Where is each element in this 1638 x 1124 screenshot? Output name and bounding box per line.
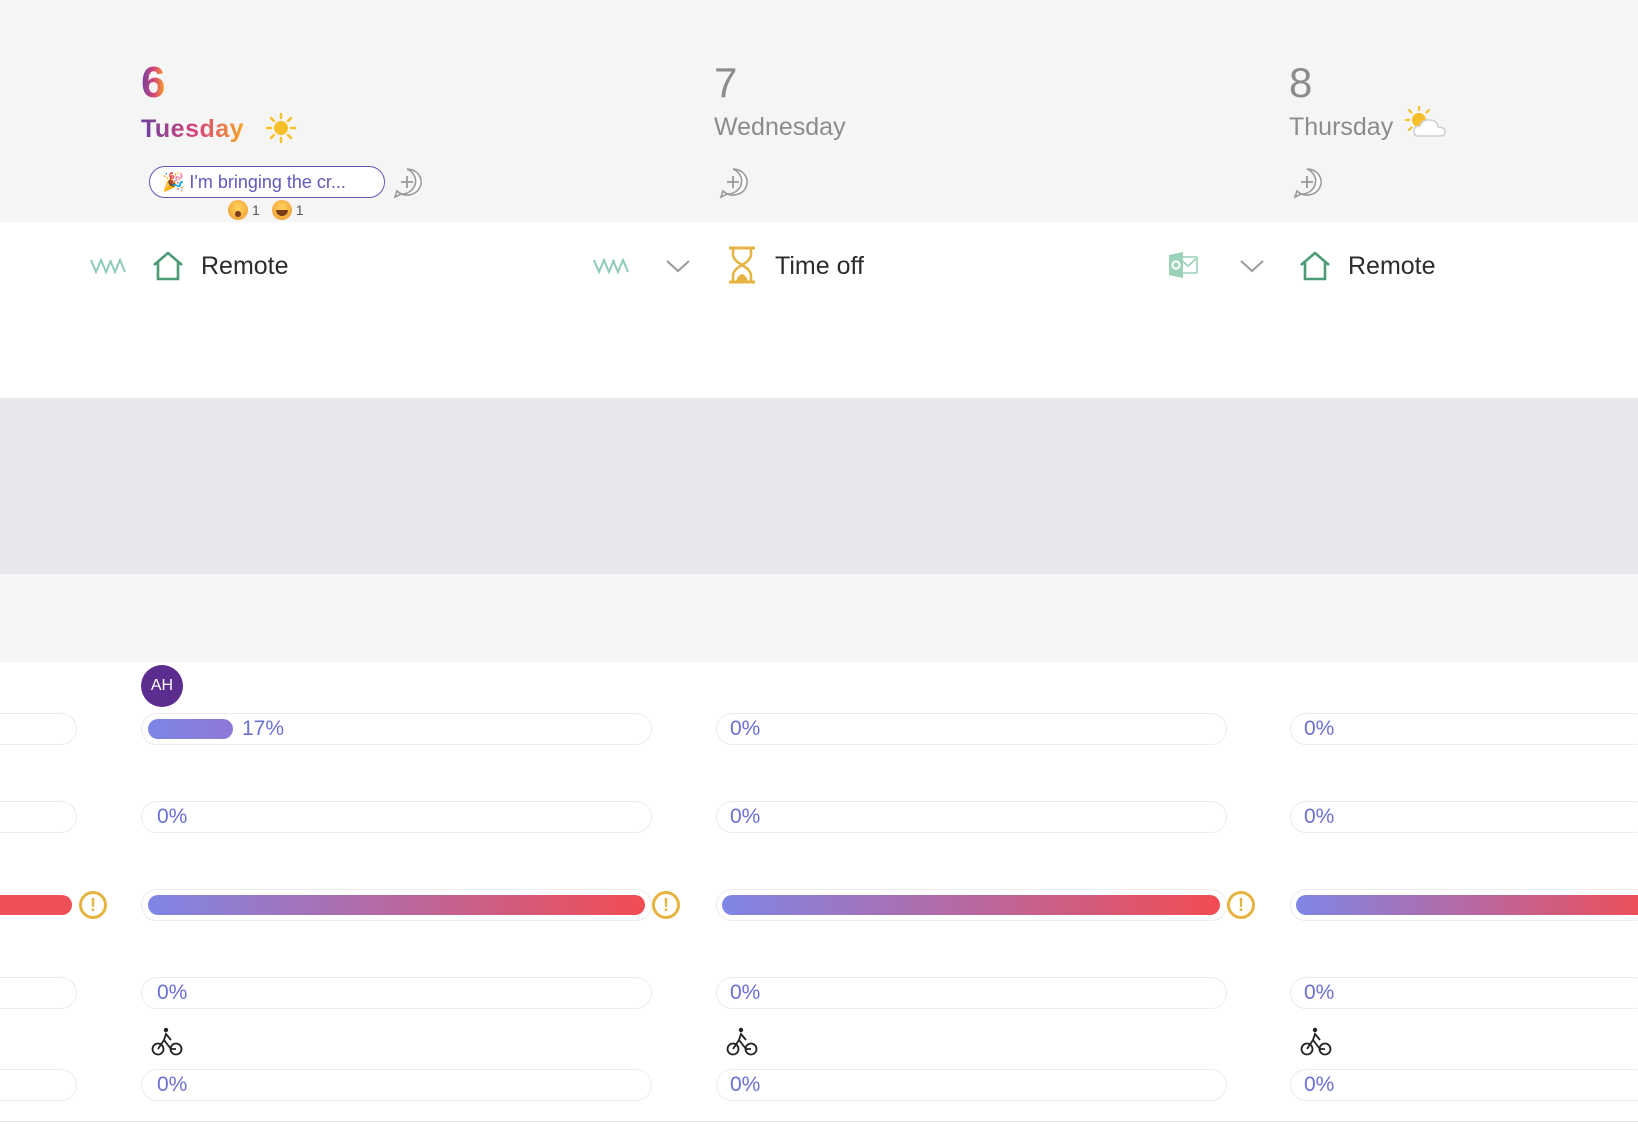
overload-bar — [1296, 895, 1638, 915]
progress-fill — [148, 719, 233, 739]
day-name-wednesday: Wednesday — [714, 113, 846, 141]
day-number-8: 8 — [1289, 59, 1313, 106]
status-band — [0, 222, 1638, 398]
progress-percent: 0% — [157, 1073, 188, 1096]
progress-track — [1290, 713, 1638, 745]
progress-track — [0, 801, 77, 833]
day-number-6: 6 — [141, 58, 166, 107]
warning-icon[interactable]: ! — [1227, 891, 1255, 919]
avatar[interactable]: AH — [141, 665, 183, 707]
warning-icon[interactable]: ! — [79, 891, 107, 919]
progress-percent: 0% — [730, 981, 761, 1004]
progress-percent: 0% — [1304, 717, 1335, 740]
progress-track — [716, 713, 1227, 745]
wave-icon[interactable] — [90, 258, 128, 274]
reaction-count: 1 — [295, 202, 304, 218]
progress-percent: 0% — [157, 981, 188, 1004]
add-comment-icon[interactable] — [717, 167, 749, 199]
status-label-remote[interactable]: Remote — [1348, 252, 1436, 280]
day-number-7: 7 — [714, 59, 738, 106]
bike-icon — [726, 1027, 758, 1056]
chevron-down-icon[interactable] — [665, 258, 691, 274]
progress-track — [716, 801, 1227, 833]
warning-icon[interactable]: ! — [652, 891, 680, 919]
sun-icon — [265, 112, 297, 144]
grin-emoji-icon[interactable] — [271, 200, 292, 220]
progress-percent: 17% — [242, 717, 285, 740]
progress-track — [141, 1069, 652, 1101]
day-name-thursday: Thursday — [1289, 113, 1394, 141]
empty-band — [0, 398, 1638, 574]
progress-track — [1290, 1069, 1638, 1101]
hourglass-icon — [729, 246, 755, 284]
bike-icon — [1300, 1027, 1332, 1056]
home-icon — [1300, 251, 1330, 281]
progress-percent: 0% — [730, 805, 761, 828]
partly-cloudy-icon — [1404, 106, 1446, 137]
progress-track — [716, 1069, 1227, 1101]
day-name-tuesday: Tuesday — [141, 115, 245, 143]
astonished-emoji-icon[interactable] — [228, 200, 248, 220]
progress-percent: 0% — [1304, 805, 1335, 828]
add-comment-icon[interactable] — [1291, 167, 1323, 199]
add-comment-icon[interactable] — [391, 167, 423, 199]
progress-percent: 0% — [1304, 981, 1335, 1004]
progress-track — [1290, 801, 1638, 833]
day-message-pill[interactable]: 🎉 I'm bringing the cr... — [149, 166, 385, 198]
progress-track — [1290, 977, 1638, 1009]
progress-percent: 0% — [157, 805, 188, 828]
reactions: 1 1 — [228, 200, 304, 220]
progress-track — [141, 977, 652, 1009]
home-icon — [153, 251, 183, 281]
progress-track — [0, 977, 77, 1009]
overload-bar — [722, 895, 1220, 915]
progress-track — [0, 713, 77, 745]
progress-percent: 0% — [730, 1073, 761, 1096]
divider — [0, 1121, 1638, 1122]
bike-icon — [151, 1027, 183, 1056]
progress-percent: 0% — [1304, 1073, 1335, 1096]
progress-track — [0, 1069, 77, 1101]
chevron-down-icon[interactable] — [1239, 258, 1265, 274]
status-label-remote[interactable]: Remote — [201, 252, 289, 280]
progress-percent: 0% — [730, 717, 761, 740]
wave-icon[interactable] — [593, 258, 631, 274]
status-label-time-off[interactable]: Time off — [775, 252, 864, 280]
overload-bar — [0, 895, 72, 915]
progress-track — [141, 801, 652, 833]
outlook-icon[interactable] — [1168, 251, 1198, 279]
progress-track — [716, 977, 1227, 1009]
overload-bar — [148, 895, 645, 915]
reaction-count: 1 — [252, 202, 260, 218]
